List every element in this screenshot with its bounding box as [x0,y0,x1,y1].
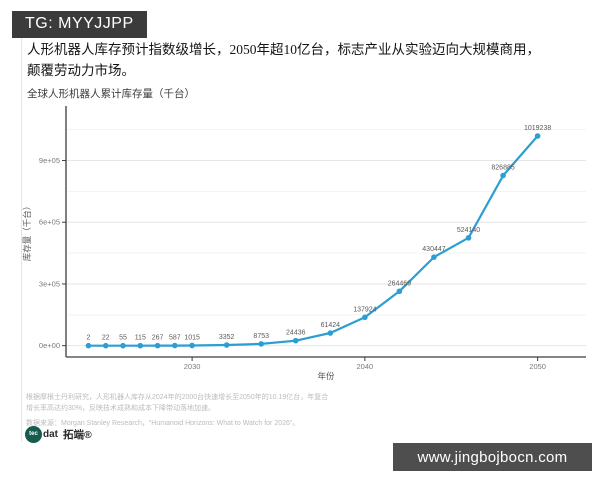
article-header: 人形机器人库存预计指数级增长，2050年超10亿台，标志产业从实验迈向大规模商用… [27,39,582,102]
y-axis-title: 库存量（千台） [22,202,32,262]
data-point [172,342,178,349]
data-point-label: 264469 [388,280,411,287]
series-line [87,134,539,347]
data-point-label: 267 [152,335,164,342]
data-point [223,342,230,348]
x-tick-label: 2040 [357,362,374,371]
data-point [292,337,299,344]
tecdat-logo: tec dat 拓端® [25,425,92,443]
headline-line-2: 颠覆劳动力市场。 [27,63,135,78]
data-point [327,330,334,336]
data-point-label: 24436 [286,330,306,337]
data-point [500,172,506,179]
data-point [431,254,437,260]
y-tick-label: 3e+05 [39,279,60,288]
website-watermark-bar: www.jingbojbocn.com [393,443,592,471]
data-point-label: 61424 [321,322,341,329]
chart-title: 全球人形机器人累计库存量（千台） [27,89,195,100]
data-point-label: 1015 [184,334,200,341]
headline: 人形机器人库存预计指数级增长，2050年超10亿台，标志产业从实验迈向大规模商用… [27,39,582,81]
data-point [534,133,541,139]
footnote-line-1: 根据摩根士丹利研究，人形机器人库存从2024年的2000台快速增长至2050年的… [26,394,329,401]
x-tick-label: 2050 [529,362,546,371]
data-point-label: 3352 [219,334,235,341]
footnote-line-2: 增长率高达约30%，反映技术成熟和成本下降带动落地加速。 [26,405,216,412]
data-point [137,342,144,349]
data-point [85,342,92,349]
tecdat-logo-icon: tec [25,425,42,443]
chart-area: 0e+00 3e+05 6e+05 9e+05 2030 2040 2050 年份 库存量（千台… [20,98,595,386]
tecdat-logo-icon-text: tec [29,431,38,437]
data-point-label: 8753 [253,333,269,340]
website-url: www.jingbojbocn.com [417,448,568,466]
data-point [258,341,265,347]
data-point-label: 115 [135,335,146,342]
data-point-label: 430447 [422,246,445,253]
data-point [102,342,109,349]
x-axis-title: 年份 [317,371,335,381]
tg-watermark-text: TG: MYYJJPP [25,15,134,32]
data-point-label: 22 [102,335,110,342]
data-source-line: 数据来源：Morgan Stanley Research，“Humanoid H… [26,420,300,427]
data-point-label: 524140 [457,227,480,234]
data-point [154,342,161,349]
data-point [362,314,368,321]
y-tick-label: 9e+05 [39,156,60,165]
data-point-label: 1019238 [524,125,551,132]
inventory-chart-svg: 0e+00 3e+05 6e+05 9e+05 2030 2040 2050 年份 库存量（千台… [22,106,586,381]
data-point-label: 826885 [491,165,514,172]
data-point-label: 55 [119,335,127,342]
y-tick-label: 6e+05 [39,218,60,227]
y-tick-label: 0e+00 [39,341,60,350]
data-point [120,342,126,349]
data-point [465,235,472,241]
data-point [189,342,195,349]
tecdat-logo-suffix: dat [43,428,58,440]
tg-watermark-badge: TG: MYYJJPP [12,11,147,38]
tecdat-brand-name: 拓端® [63,428,92,441]
data-point-label: 587 [169,335,181,342]
headline-line-1: 人形机器人库存预计指数级增长，2050年超10亿台，标志产业从实验迈向大规模商用… [27,42,540,57]
x-tick-label: 2030 [184,362,201,371]
data-point [396,288,403,295]
data-point-label: 137924 [353,306,376,313]
data-point-label: 2 [87,335,91,342]
footnote: 根据摩根士丹利研究，人形机器人库存从2024年的2000台快速增长至2050年的… [26,392,366,429]
content-left-rule [21,38,22,442]
